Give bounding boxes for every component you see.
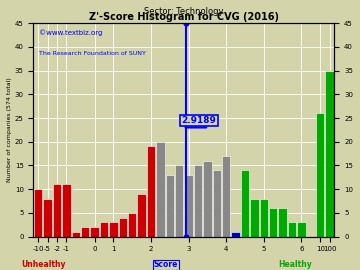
Bar <box>128 213 136 237</box>
Bar <box>325 71 334 237</box>
Bar <box>53 184 61 237</box>
Text: Score: Score <box>153 260 178 269</box>
Text: Unhealthy: Unhealthy <box>21 260 66 269</box>
Bar <box>34 189 42 237</box>
Bar <box>231 232 240 237</box>
Bar <box>184 175 193 237</box>
Bar <box>147 146 155 237</box>
Bar <box>222 156 230 237</box>
Bar <box>43 199 52 237</box>
Bar <box>138 194 146 237</box>
Text: The Research Foundation of SUNY: The Research Foundation of SUNY <box>40 51 146 56</box>
Bar <box>297 222 306 237</box>
Text: Healthy: Healthy <box>278 260 312 269</box>
Bar <box>316 113 324 237</box>
Y-axis label: Number of companies (574 total): Number of companies (574 total) <box>7 77 12 182</box>
Bar <box>62 184 71 237</box>
Text: 2.9189: 2.9189 <box>182 116 217 125</box>
Title: Z'-Score Histogram for CVG (2016): Z'-Score Histogram for CVG (2016) <box>89 12 279 22</box>
Bar <box>269 208 278 237</box>
Bar <box>203 161 212 237</box>
Bar <box>81 227 89 237</box>
Text: ©www.textbiz.org: ©www.textbiz.org <box>40 30 103 36</box>
Bar <box>241 170 249 237</box>
Text: Sector: Technology: Sector: Technology <box>144 7 224 16</box>
Bar <box>250 199 258 237</box>
Bar <box>90 227 99 237</box>
Bar <box>109 222 118 237</box>
Bar <box>118 218 127 237</box>
Bar <box>175 166 183 237</box>
Bar <box>278 208 287 237</box>
Bar <box>166 175 174 237</box>
Bar <box>100 222 108 237</box>
Bar <box>72 232 80 237</box>
Bar <box>288 222 296 237</box>
Bar <box>212 170 221 237</box>
Bar <box>156 142 165 237</box>
Bar <box>260 199 268 237</box>
Bar <box>194 166 202 237</box>
